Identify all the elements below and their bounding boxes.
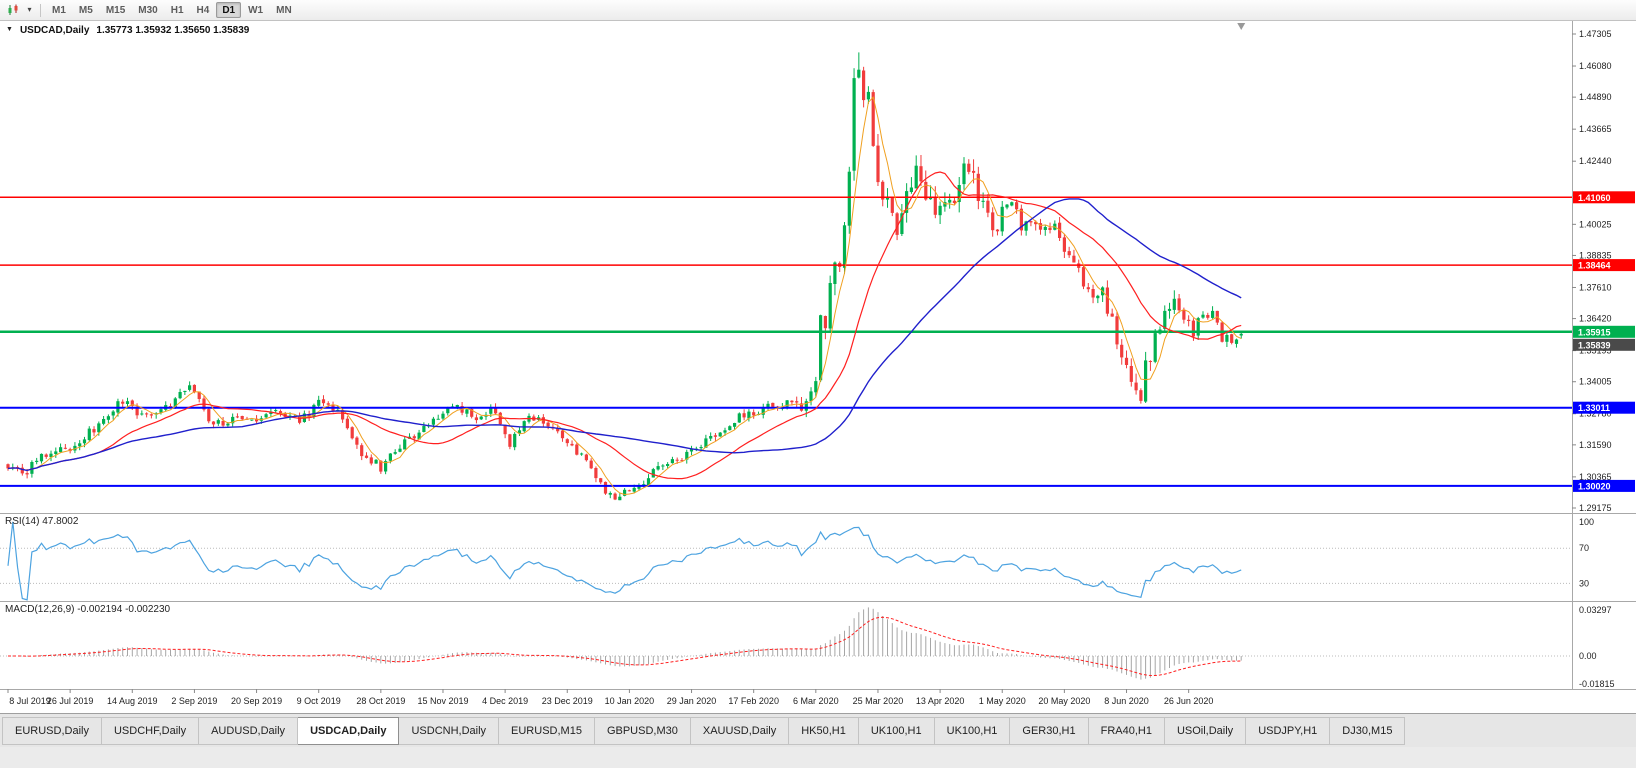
svg-text:1.34005: 1.34005 (1579, 377, 1612, 387)
svg-text:1.43665: 1.43665 (1579, 124, 1612, 134)
timeframe-m15-button[interactable]: M15 (100, 2, 131, 18)
svg-text:1.35839: 1.35839 (1578, 340, 1611, 350)
tab-usdjpy-h1[interactable]: USDJPY,H1 (1246, 717, 1331, 745)
tab-uk100-h1-2[interactable]: UK100,H1 (934, 717, 1011, 745)
svg-text:10 Jan 2020: 10 Jan 2020 (605, 696, 655, 706)
tab-fra40-h1[interactable]: FRA40,H1 (1088, 717, 1165, 745)
svg-text:0.00: 0.00 (1579, 651, 1597, 661)
svg-text:15 Nov 2019: 15 Nov 2019 (417, 696, 468, 706)
svg-text:1.46080: 1.46080 (1579, 61, 1612, 71)
svg-text:20 May 2020: 20 May 2020 (1038, 696, 1090, 706)
timeframe-m1-button[interactable]: M1 (46, 2, 72, 18)
timeframe-d1-button[interactable]: D1 (216, 2, 242, 18)
timeframe-mn-button[interactable]: MN (270, 2, 298, 18)
timeframe-h1-button[interactable]: H1 (165, 2, 190, 18)
svg-text:1.33011: 1.33011 (1578, 403, 1610, 413)
timeframe-m30-button[interactable]: M30 (132, 2, 163, 18)
svg-text:25 Mar 2020: 25 Mar 2020 (853, 696, 904, 706)
svg-text:23 Dec 2019: 23 Dec 2019 (542, 696, 593, 706)
svg-text:1.47305: 1.47305 (1579, 29, 1612, 39)
svg-text:14 Aug 2019: 14 Aug 2019 (107, 696, 158, 706)
svg-text:26 Jul 2019: 26 Jul 2019 (47, 696, 94, 706)
svg-text:-0.01815: -0.01815 (1579, 679, 1615, 689)
tab-usdchf-daily[interactable]: USDCHF,Daily (101, 717, 200, 745)
timeframe-m5-button[interactable]: M5 (73, 2, 99, 18)
bottom-strip (0, 747, 1636, 768)
price-chart[interactable]: 1.47305 1.46080 1.44890 1.43665 1.42440 1.400… (0, 21, 1636, 713)
tab-eurusd-daily[interactable]: EURUSD,Daily (2, 717, 102, 745)
svg-text:1.38464: 1.38464 (1578, 261, 1611, 271)
chart-type-dropdown-arrow[interactable]: ▾ (24, 2, 35, 18)
tab-usdcnh-daily[interactable]: USDCNH,Daily (399, 717, 500, 745)
chart-type-icon[interactable] (3, 2, 23, 18)
timeframe-h4-button[interactable]: H4 (191, 2, 216, 18)
svg-text:1.29175: 1.29175 (1579, 503, 1612, 513)
svg-text:1.32780: 1.32780 (1579, 409, 1612, 419)
svg-text:17 Feb 2020: 17 Feb 2020 (728, 696, 779, 706)
timeframe-toolbar: ▾ M1 M5 M15 M30 H1 H4 D1 W1 MN (0, 0, 1636, 21)
svg-text:100: 100 (1579, 517, 1594, 527)
tab-xauusd-daily[interactable]: XAUUSD,Daily (690, 717, 790, 745)
svg-text:13 Apr 2020: 13 Apr 2020 (916, 696, 965, 706)
toolbar-separator (40, 3, 41, 17)
svg-text:26 Jun 2020: 26 Jun 2020 (1164, 696, 1214, 706)
svg-text:1.42440: 1.42440 (1579, 156, 1612, 166)
svg-text:20 Sep 2019: 20 Sep 2019 (231, 696, 282, 706)
tab-usoil-daily[interactable]: USOil,Daily (1164, 717, 1247, 745)
timeframe-w1-button[interactable]: W1 (242, 2, 269, 18)
svg-text:28 Oct 2019: 28 Oct 2019 (356, 696, 405, 706)
tab-usdcad-daily[interactable]: USDCAD,Daily (298, 717, 400, 745)
svg-text:1.41060: 1.41060 (1578, 193, 1611, 203)
svg-text:9 Oct 2019: 9 Oct 2019 (297, 696, 341, 706)
chart-area[interactable]: 1.47305 1.46080 1.44890 1.43665 1.42440 1.400… (0, 21, 1636, 713)
candlestick-chart-icon (8, 4, 17, 15)
svg-text:1.44890: 1.44890 (1579, 92, 1612, 102)
svg-text:1.30365: 1.30365 (1579, 472, 1612, 482)
svg-text:1.38835: 1.38835 (1579, 250, 1612, 260)
svg-text:1.37610: 1.37610 (1579, 282, 1612, 292)
svg-text:1.35915: 1.35915 (1578, 327, 1611, 337)
tab-dj30-m15[interactable]: DJ30,M15 (1330, 717, 1406, 745)
svg-text:1.40025: 1.40025 (1579, 219, 1612, 229)
tab-hk50-h1[interactable]: HK50,H1 (789, 717, 859, 745)
tab-audusd-daily[interactable]: AUDUSD,Daily (199, 717, 299, 745)
svg-text:1.36420: 1.36420 (1579, 314, 1612, 324)
chart-tab-bar: EURUSD,Daily USDCHF,Daily AUDUSD,Daily U… (0, 713, 1636, 747)
svg-text:4 Dec 2019: 4 Dec 2019 (482, 696, 528, 706)
svg-text:30: 30 (1579, 578, 1589, 588)
svg-text:1.31590: 1.31590 (1579, 440, 1612, 450)
svg-text:6 Mar 2020: 6 Mar 2020 (793, 696, 839, 706)
svg-text:2 Sep 2019: 2 Sep 2019 (171, 696, 217, 706)
svg-text:70: 70 (1579, 543, 1589, 553)
tab-gbpusd-m30[interactable]: GBPUSD,M30 (594, 717, 691, 745)
svg-text:29 Jan 2020: 29 Jan 2020 (667, 696, 717, 706)
svg-text:8 Jun 2020: 8 Jun 2020 (1104, 696, 1149, 706)
svg-text:1.30020: 1.30020 (1578, 481, 1611, 491)
tab-ger30-h1[interactable]: GER30,H1 (1010, 717, 1089, 745)
tab-eurusd-m15[interactable]: EURUSD,M15 (499, 717, 595, 745)
svg-text:1 May 2020: 1 May 2020 (979, 696, 1026, 706)
svg-text:8 Jul 2019: 8 Jul 2019 (9, 696, 51, 706)
svg-text:0.03297: 0.03297 (1579, 605, 1612, 615)
tab-uk100-h1[interactable]: UK100,H1 (858, 717, 935, 745)
